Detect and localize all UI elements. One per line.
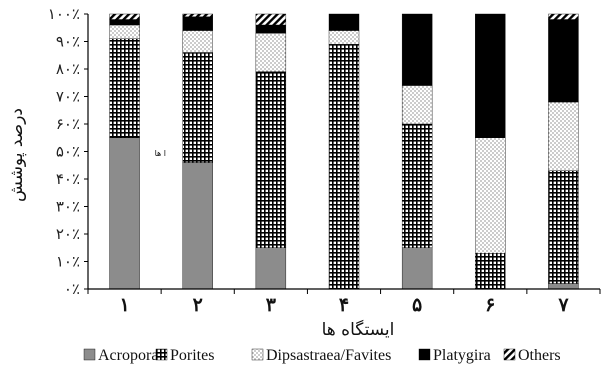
y-tick-label: ۲۰٪	[56, 225, 80, 243]
bar-segment-dipsastraea-favites	[109, 24, 140, 39]
bar-segment-dipsastraea-favites	[548, 101, 579, 171]
legend-swatch-dipsastraea-favites	[251, 348, 264, 361]
y-axis-title: درصد پوشش	[7, 108, 27, 202]
bars	[109, 13, 579, 290]
bar-segment-dipsastraea-favites	[182, 30, 213, 53]
bar-segment-others	[255, 13, 287, 26]
bar-segment-others	[182, 13, 213, 17]
bar-segment-others	[109, 13, 140, 20]
y-tick-label: ۳۰٪	[56, 198, 80, 216]
x-tick-label: ۳	[266, 294, 277, 316]
bar-segment-dipsastraea-favites	[255, 33, 287, 72]
x-axis: ۱ ۲ ۳ ۴ ۵ ۶ ۷	[87, 288, 601, 316]
legend: Acropora Porites Dipsastraea/Favites Platyg…	[83, 347, 561, 364]
x-tick-label: ۵	[412, 294, 422, 316]
y-tick-label: ۴۰٪	[56, 170, 80, 188]
legend-swatch-acropora	[83, 348, 96, 361]
bar-segment-acropora	[182, 162, 213, 290]
legend-swatch-platygira	[418, 348, 431, 361]
x-tick-label: ۴	[339, 294, 349, 316]
legend-label-porites: Porites	[170, 347, 214, 364]
legend-swatch-others	[503, 348, 516, 361]
y-tick-label: ۱۰۰٪	[48, 5, 80, 23]
bar-segment-porites	[255, 71, 287, 248]
bar-segment-platygira	[475, 13, 506, 138]
y-tick-label: ۰٪	[64, 280, 80, 298]
y-tick-label: ۶۰٪	[56, 115, 80, 133]
y-tick-label: ۷۰٪	[56, 88, 80, 106]
bar-segment-platygira	[401, 13, 433, 86]
bar-segment-platygira	[182, 16, 213, 31]
stray-bar-label: ا ها	[155, 149, 166, 158]
bar-segment-acropora	[255, 247, 287, 290]
legend-label-dipsastraea-favites: Dipsastraea/Favites	[266, 347, 391, 364]
bar-segment-dipsastraea-favites	[328, 30, 360, 45]
bar-segment-platygira	[548, 19, 579, 103]
legend-label-acropora: Acropora	[98, 347, 158, 364]
legend-swatch-porites	[155, 348, 168, 361]
bar-segment-acropora	[109, 137, 140, 290]
legend-label-others: Others	[518, 347, 561, 364]
x-tick-label: ۷	[557, 294, 569, 316]
y-tick-label: ۵۰٪	[56, 143, 80, 161]
bar-segment-platygira	[328, 13, 360, 31]
bar-segment-acropora	[401, 247, 433, 290]
bar-segment-dipsastraea-favites	[401, 85, 433, 125]
bar-segment-porites	[328, 44, 360, 290]
x-axis-title: ایستگاه ها	[322, 319, 395, 340]
y-axis: ۰٪ ۱۰٪ ۲۰٪ ۳۰٪ ۴۰٪ ۵۰٪ ۶۰٪ ۷۰٪ ۸۰٪ ۹۰٪ ۱۰۰٪	[48, 5, 89, 298]
x-tick-label: ۶	[485, 294, 495, 316]
x-tick-label: ۱	[119, 294, 129, 316]
bar-segment-porites	[182, 52, 213, 163]
bar-segment-dipsastraea-favites	[475, 137, 506, 254]
x-tick-label: ۲	[193, 294, 203, 316]
bar-segment-porites	[401, 123, 433, 248]
bar-segment-others	[548, 13, 579, 20]
legend-label-platygira: Platygira	[433, 347, 491, 364]
bar-segment-porites	[109, 38, 140, 138]
bar-segment-porites	[475, 253, 506, 290]
bar-segment-acropora	[548, 283, 579, 290]
y-tick-label: ۹۰٪	[56, 33, 80, 51]
bar-segment-platygira	[255, 24, 287, 34]
bar-segment-platygira	[109, 19, 140, 26]
y-tick-label: ۸۰٪	[56, 60, 80, 78]
y-tick-label: ۱۰٪	[56, 253, 80, 271]
bar-segment-porites	[548, 170, 579, 284]
